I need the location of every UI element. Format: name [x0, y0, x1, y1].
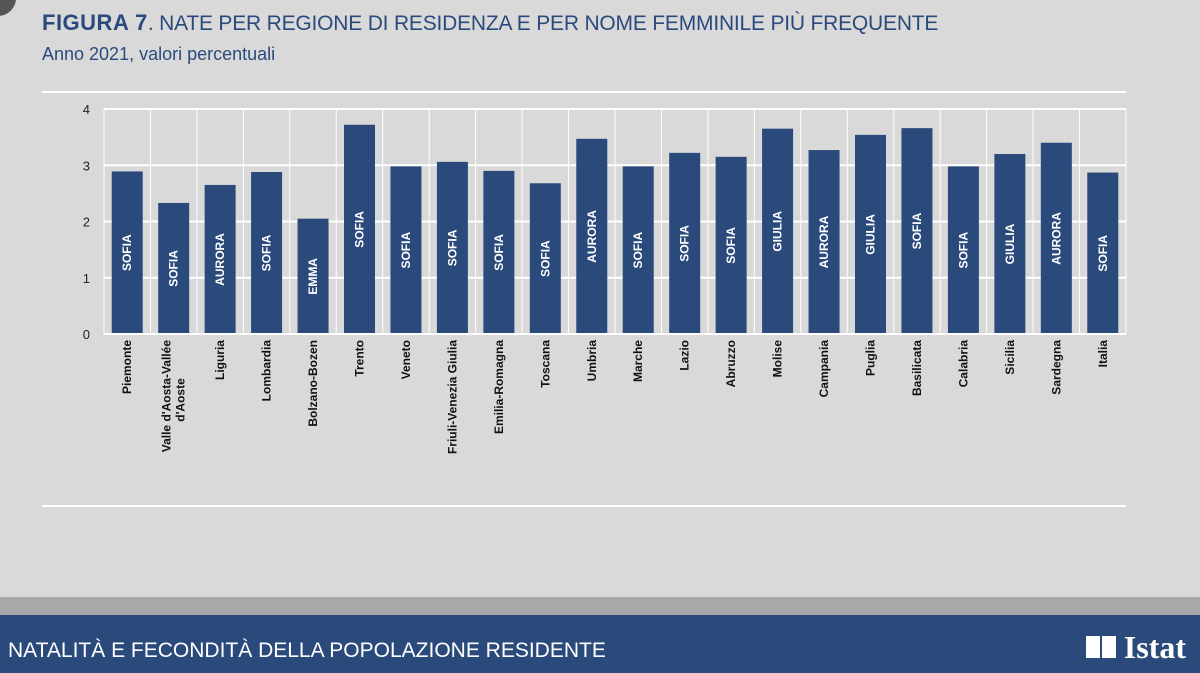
bar-label: SOFIA — [353, 211, 367, 248]
bar — [855, 134, 886, 334]
separator-band — [0, 597, 1200, 615]
y-tick-label: 2 — [83, 215, 90, 230]
bar — [994, 154, 1026, 334]
x-tick-label: Trento — [353, 340, 367, 377]
chart-title: FIGURA 7. NATE PER REGIONE DI RESIDENZA … — [42, 10, 938, 36]
x-tick-label: Marche — [631, 340, 645, 382]
x-tick-label: Liguria — [213, 340, 227, 380]
bar-label: AURORA — [585, 210, 599, 263]
bar — [158, 202, 190, 334]
x-tick-label: Campania — [817, 340, 831, 398]
y-tick-label: 4 — [83, 102, 90, 117]
x-tick-label: Lazio — [678, 340, 692, 371]
x-tick-label: Bolzano-Bozen — [306, 340, 320, 427]
bar-label: SOFIA — [120, 234, 134, 271]
bar-label: AURORA — [817, 215, 831, 268]
x-tick-label: Basilicata — [910, 340, 924, 396]
bar — [390, 166, 422, 334]
bar-chart: 0 1 2 3 4 SOFIA Piemonte SOFIA Valle d'Aosta-Val… — [83, 102, 1127, 454]
x-tick-label: Puglia — [864, 340, 878, 376]
bar-label: SOFIA — [910, 212, 924, 249]
bar — [947, 166, 979, 334]
bar-label: SOFIA — [724, 227, 738, 264]
bar — [1087, 172, 1119, 334]
bar-label: GIULIA — [1003, 223, 1017, 264]
bar-label: SOFIA — [956, 232, 970, 269]
y-tick-label: 3 — [83, 158, 90, 173]
y-tick-label: 1 — [83, 271, 90, 286]
bar-label: AURORA — [1049, 212, 1063, 265]
bar — [808, 150, 840, 334]
bar — [901, 128, 933, 334]
bar — [297, 218, 329, 334]
bar-label: SOFIA — [167, 250, 181, 287]
bar-label: SOFIA — [538, 240, 552, 277]
bar-label: SOFIA — [445, 229, 459, 266]
title-text: . NATE PER REGIONE DI RESIDENZA E PER NO… — [147, 12, 939, 35]
x-tick-label: Italia — [1096, 340, 1110, 368]
footer-text: NATALITÀ E FECONDITÀ DELLA POPOLAZIONE R… — [8, 639, 606, 662]
bar-label: GIULIA — [771, 211, 785, 252]
x-tick-label: Molise — [771, 340, 785, 378]
bar — [576, 138, 608, 334]
top-divider — [42, 91, 1126, 93]
bar-label: EMMA — [306, 258, 320, 295]
bar-label: SOFIA — [260, 234, 274, 271]
x-tick-label: Calabria — [956, 340, 970, 388]
y-tick-label: 0 — [83, 327, 90, 342]
chart-subtitle: Anno 2021, valori percentuali — [42, 44, 276, 64]
bar — [622, 166, 654, 334]
x-tick-label: Piemonte — [120, 340, 134, 394]
bar — [111, 171, 143, 334]
x-tick-label: Friuli-Venezia Giulia — [445, 340, 459, 454]
bar — [1040, 142, 1072, 334]
bar-label: SOFIA — [1096, 235, 1110, 272]
logo-text: Istat — [1123, 629, 1186, 665]
x-tick-label: Veneto — [399, 340, 413, 379]
bar-label: SOFIA — [678, 225, 692, 262]
bottom-divider — [42, 505, 1126, 507]
bar — [344, 124, 375, 334]
x-tick-label: Sicilia — [1003, 340, 1017, 375]
bar — [529, 183, 561, 334]
bar — [483, 170, 515, 334]
bar-label: SOFIA — [492, 234, 506, 271]
bar — [715, 156, 747, 334]
bar-label: AURORA — [213, 233, 227, 286]
x-tick-label: Sardegna — [1049, 340, 1063, 395]
footer: NATALITÀ E FECONDITÀ DELLA POPOLAZIONE R… — [0, 615, 1200, 673]
x-tick-label: Abruzzo — [724, 340, 738, 387]
bar-label: SOFIA — [399, 232, 413, 269]
bar — [204, 184, 236, 334]
x-tick-label: Valle d'Aosta-Valléed'Aoste — [160, 340, 188, 453]
bar — [669, 152, 701, 334]
x-tick-label: Emilia-Romagna — [492, 340, 506, 434]
istat-logo: Istat — [1085, 629, 1186, 666]
x-tick-label: Toscana — [538, 340, 552, 388]
bar-label: SOFIA — [631, 232, 645, 269]
bar — [436, 161, 468, 334]
bar-label: GIULIA — [864, 214, 878, 255]
bar — [251, 172, 283, 334]
x-tick-label: Lombardia — [260, 340, 274, 402]
bar — [762, 128, 794, 334]
figure-label: FIGURA 7 — [42, 10, 148, 35]
x-tick-label: Umbria — [585, 340, 599, 382]
